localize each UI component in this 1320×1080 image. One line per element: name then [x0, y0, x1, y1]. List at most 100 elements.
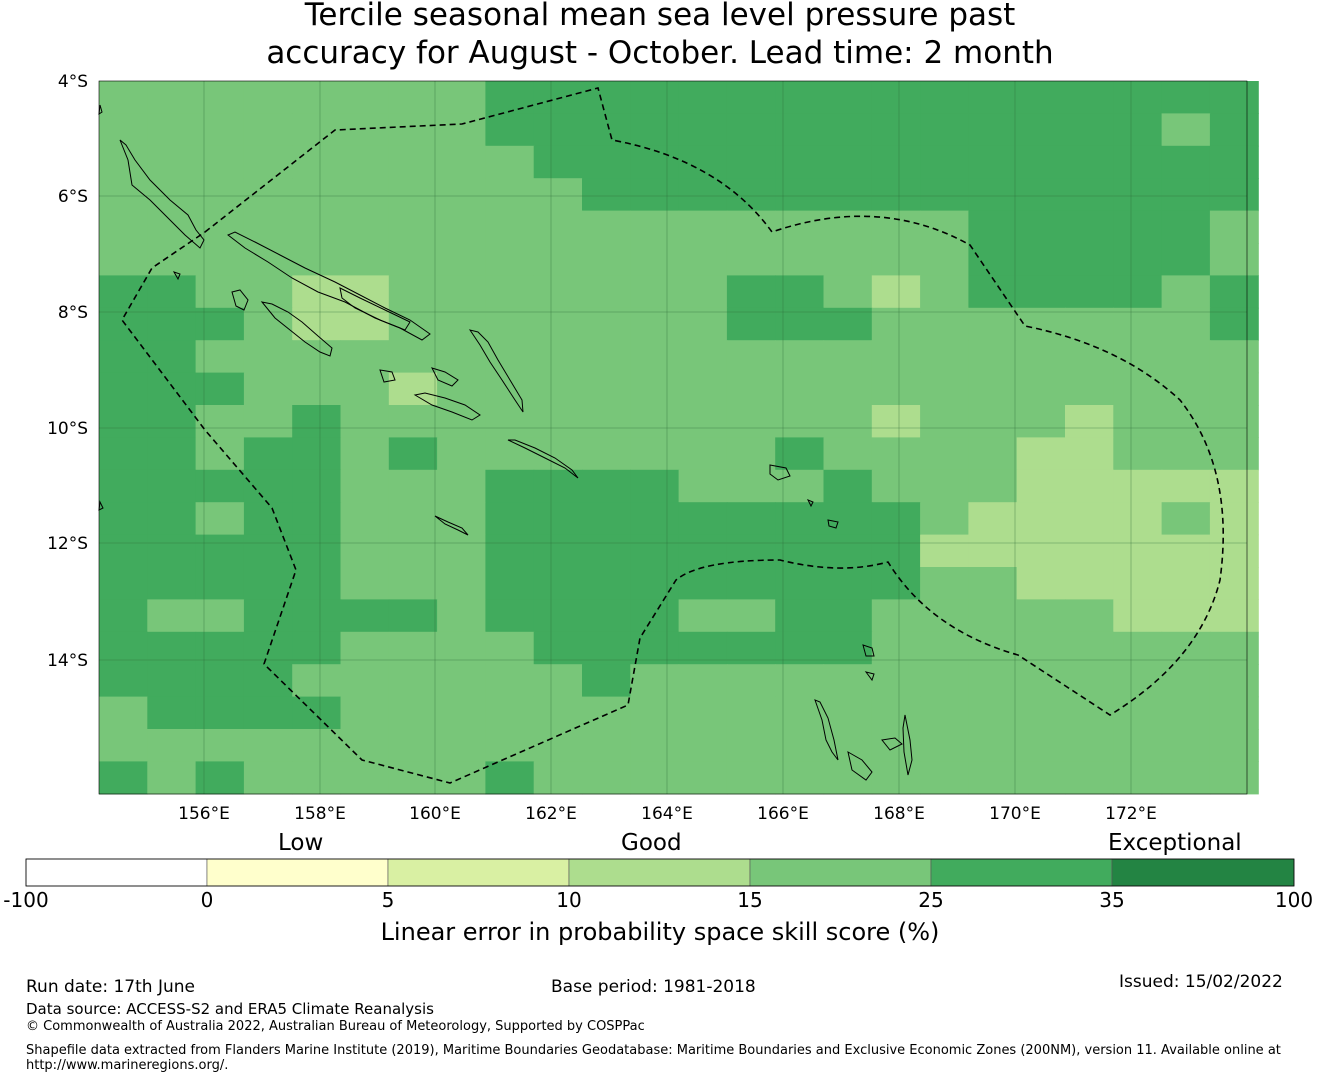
skill-cell: [630, 210, 680, 244]
skill-cell: [147, 178, 197, 212]
skill-cell: [775, 761, 825, 795]
skill-cell: [871, 729, 921, 762]
skill-cell: [823, 405, 873, 438]
skill-cell: [968, 761, 1018, 795]
skill-cell: [533, 664, 583, 698]
skill-cell: [871, 372, 921, 406]
skill-cell: [775, 502, 825, 536]
skill-cell: [920, 307, 969, 341]
eez-boundaries: [121, 87, 1225, 784]
shapefile-credit-line-1: Shapefile data extracted from Flanders M…: [26, 1043, 1281, 1058]
skill-cell: [147, 307, 197, 341]
skill-cell: [920, 534, 969, 568]
skill-cell: [1016, 243, 1066, 276]
skill-cell: [968, 567, 1018, 600]
colorbar-label-low: Low: [278, 830, 324, 856]
skill-cell: [726, 210, 776, 244]
skill-cell: [1161, 599, 1211, 633]
skill-cell: [630, 599, 680, 633]
skill-cell: [871, 664, 921, 698]
skill-cell: [388, 502, 438, 536]
skill-cell: [871, 761, 921, 795]
skill-cell: [1016, 696, 1066, 730]
skill-cell: [968, 534, 1018, 568]
skill-cell: [147, 534, 197, 568]
skill-cell: [582, 502, 631, 536]
skill-cell: [485, 113, 535, 147]
skill-cell: [1016, 340, 1066, 374]
skill-cell: [147, 696, 197, 730]
skill-cell: [1113, 178, 1163, 212]
skill-cell: [1161, 372, 1211, 406]
skill-cell: [582, 405, 631, 438]
skill-cell: [871, 307, 921, 341]
skill-cell: [1209, 567, 1259, 600]
skill-cell: [147, 761, 197, 795]
skill-cell: [292, 696, 342, 730]
skill-cell: [533, 178, 583, 212]
skill-cell: [1161, 761, 1211, 795]
skill-cell: [678, 631, 728, 665]
skill-cell: [485, 275, 535, 309]
colorbar-swatch: [749, 858, 932, 887]
skill-cell: [99, 178, 148, 212]
skill-cell: [533, 307, 583, 341]
skill-cell: [968, 145, 1018, 179]
skill-cell: [1209, 631, 1259, 665]
skill-cell: [195, 307, 245, 341]
skill-cell: [1209, 534, 1259, 568]
skill-cell: [1113, 405, 1163, 438]
skill-cell: [630, 664, 680, 698]
skill-cell: [195, 210, 245, 244]
skill-cell: [1065, 340, 1114, 374]
skill-cell: [388, 178, 438, 212]
skill-cell: [726, 307, 776, 341]
skill-cell: [1113, 599, 1163, 633]
skill-cell: [1016, 210, 1066, 244]
skill-cell: [630, 178, 680, 212]
skill-cell: [726, 405, 776, 438]
colorbar-swatch: [930, 858, 1113, 887]
skill-cell: [533, 761, 583, 795]
skill-cell: [1209, 210, 1259, 244]
skill-cell: [99, 729, 148, 762]
skill-cell: [678, 372, 728, 406]
skill-cell: [243, 664, 293, 698]
skill-cell: [437, 761, 486, 795]
skill-cell: [920, 81, 969, 114]
skill-cell: [678, 437, 728, 471]
skill-cell: [485, 372, 535, 406]
skill-cell: [485, 631, 535, 665]
skill-cell: [99, 761, 148, 795]
skill-cell: [340, 210, 390, 244]
skill-cell: [243, 372, 293, 406]
skill-cell: [99, 631, 148, 665]
skill-cell: [968, 502, 1018, 536]
skill-cell: [1016, 469, 1066, 503]
colorbar-tick: 5: [381, 888, 395, 912]
skill-cell: [243, 631, 293, 665]
skill-cell: [823, 567, 873, 600]
skill-cell: [1065, 437, 1114, 471]
base-period: Base period: 1981-2018: [551, 977, 756, 997]
skill-cell: [1161, 307, 1211, 341]
skill-cell: [340, 340, 390, 374]
skill-cell: [292, 664, 342, 698]
skill-cell: [1113, 243, 1163, 276]
skill-cell: [533, 275, 583, 309]
longitude-label: 160°E: [409, 804, 461, 824]
skill-cell: [243, 113, 293, 147]
skill-cell: [775, 696, 825, 730]
skill-cell: [99, 469, 148, 503]
skill-cell: [823, 696, 873, 730]
skill-cell: [775, 210, 825, 244]
skill-cell: [582, 81, 631, 114]
skill-cell: [195, 437, 245, 471]
skill-cell: [485, 534, 535, 568]
skill-cell: [1016, 729, 1066, 762]
graticule: [99, 81, 1247, 794]
skill-cell: [195, 178, 245, 212]
skill-cell: [871, 469, 921, 503]
skill-cell: [437, 729, 486, 762]
skill-cell: [1065, 567, 1114, 600]
